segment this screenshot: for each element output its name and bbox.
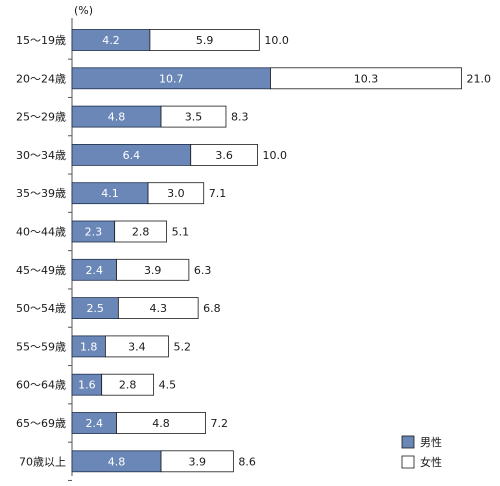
bar-female: [114, 220, 168, 243]
bar-female: [101, 373, 155, 396]
bar-row: 40～44歳 2.3 2.8 5.1: [16, 220, 190, 252]
category-tick-label: 70歳以上: [19, 455, 66, 468]
bar-row: 45～49歳 2.4 3.9 6.3: [16, 258, 212, 290]
bar-female: [117, 297, 199, 320]
bar-female: [270, 67, 462, 90]
data-label-female: 10.3: [354, 72, 379, 85]
data-label-female: 3.5: [185, 111, 203, 124]
bar-female: [147, 182, 205, 205]
legend-swatch: [401, 455, 415, 469]
data-label-total: 5.2: [173, 340, 191, 353]
data-label-female: 2.8: [132, 226, 150, 239]
data-label-total: 5.1: [172, 226, 190, 239]
bar-female: [190, 143, 258, 166]
legend-swatch: [401, 435, 415, 449]
category-tick-label: 55～59歳: [16, 340, 66, 353]
data-label-female: 3.9: [188, 455, 206, 468]
bar-female: [160, 450, 234, 473]
category-tick-label: 45～49歳: [16, 264, 66, 277]
data-label-total: 7.1: [209, 187, 227, 200]
bar-rows: 15～19歳 4.2 5.9 10.0 20～24歳 10.7 10.3 21.0 25～29歳…: [16, 29, 492, 481]
legend-label: 女性: [420, 455, 442, 469]
data-label-male: 4.1: [101, 187, 119, 200]
data-label-total: 21.0: [467, 72, 492, 85]
data-label-female: 3.9: [144, 264, 162, 277]
bar-female: [116, 412, 206, 434]
data-label-female: 4.8: [152, 417, 170, 430]
data-label-total: 6.3: [194, 264, 212, 277]
bar-row: 55～59歳 1.8 3.4 5.2: [16, 335, 191, 367]
bar-row: 70歳以上 4.8 3.9 8.6: [19, 450, 256, 481]
bar-female: [160, 105, 227, 128]
category-tick-label: 35～39歳: [16, 187, 66, 200]
data-label-female: 3.0: [167, 187, 185, 200]
data-label-total: 10.0: [263, 149, 288, 162]
category-tick-label: 30～34歳: [16, 149, 66, 162]
data-label-total: 7.2: [211, 417, 229, 430]
data-label-female: 3.4: [128, 340, 146, 353]
bar-row: 35～39歳 4.1 3.0 7.1: [16, 182, 227, 213]
data-label-male: 1.6: [78, 379, 96, 392]
category-tick-label: 20～24歳: [16, 72, 66, 85]
data-label-total: 6.8: [203, 302, 221, 315]
data-label-male: 2.5: [86, 302, 104, 315]
data-label-male: 4.8: [108, 455, 126, 468]
category-tick-label: 50～54歳: [16, 302, 66, 315]
data-label-female: 2.8: [119, 379, 137, 392]
bar-row: 60～64歳 1.6 2.8 4.5: [16, 373, 177, 405]
bar-female: [116, 258, 190, 281]
bar-female: [104, 335, 169, 358]
data-label-male: 6.4: [123, 149, 141, 162]
data-label-female: 3.6: [215, 149, 233, 162]
data-label-total: 4.5: [159, 379, 177, 392]
category-tick-label: 65～69歳: [16, 417, 66, 430]
bar-row: 20～24歳 10.7 10.3 21.0: [16, 67, 492, 98]
data-label-total: 8.3: [231, 111, 249, 124]
data-label-male: 1.8: [80, 340, 98, 353]
bar-row: 30～34歳 6.4 3.6 10.0: [16, 143, 288, 175]
data-label-male: 4.2: [102, 34, 120, 47]
category-tick-label: 25～29歳: [16, 111, 66, 124]
data-label-male: 2.4: [86, 417, 104, 430]
data-label-total: 10.0: [264, 34, 289, 47]
bar-female: [149, 29, 260, 51]
data-label-male: 4.8: [108, 111, 126, 124]
category-tick-label: 40～44歳: [16, 226, 66, 239]
legend-label: 男性: [420, 435, 442, 449]
category-tick-label: 15～19歳: [16, 34, 66, 47]
bar-row: 50～54歳 2.5 4.3 6.8: [16, 297, 221, 328]
data-label-male: 2.3: [85, 226, 103, 239]
data-label-male: 10.7: [159, 72, 184, 85]
unit-label: (%): [74, 4, 93, 17]
bar-row: 15～19歳 4.2 5.9 10.0: [16, 29, 289, 60]
bar-row: 65～69歳 2.4 4.8 7.2: [16, 412, 229, 443]
data-label-female: 4.3: [150, 302, 168, 315]
data-label-female: 5.9: [196, 34, 214, 47]
category-tick-label: 60～64歳: [16, 379, 66, 392]
data-label-male: 2.4: [86, 264, 104, 277]
bar-row: 25～29歳 4.8 3.5 8.3: [16, 105, 249, 137]
data-label-total: 8.6: [238, 455, 256, 468]
